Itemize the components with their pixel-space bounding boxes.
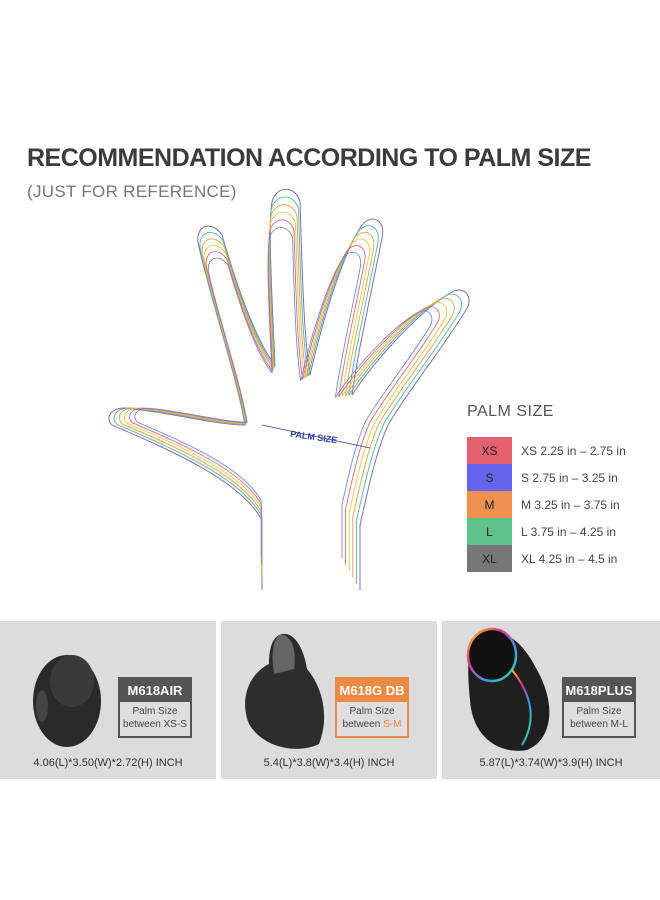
hand-outline-illustration bbox=[108, 188, 470, 590]
mouse-image-m618plus bbox=[466, 627, 550, 751]
hand-outline-4 bbox=[129, 219, 440, 565]
page-title: RECOMMENDATION ACCORDING TO PALM SIZE bbox=[27, 144, 591, 172]
palm-size-range: Palm Size between XS-S bbox=[120, 702, 190, 736]
legend-row-s: S S 2.75 in – 3.25 in bbox=[467, 464, 626, 491]
dimensions: 4.06(L)*3.50(W)*2.72(H) INCH bbox=[33, 757, 183, 769]
swatch-s: S bbox=[467, 464, 512, 491]
hand-outline-1 bbox=[113, 196, 463, 584]
badge-m618air: M618AIR Palm Size between XS-S bbox=[118, 677, 192, 738]
badge-m618plus: M618PLUS Palm Size between M-L bbox=[562, 677, 636, 738]
legend-row-xs: XS XS 2.25 in – 2.75 in bbox=[467, 437, 626, 464]
hand-outline-5 bbox=[134, 227, 433, 559]
product-name: M618PLUS bbox=[564, 679, 634, 702]
dimensions: 5.87(L)*3.74(W)*3.9(H) INCH bbox=[479, 757, 623, 769]
between-text: between bbox=[570, 718, 611, 730]
hand-outline-3 bbox=[124, 211, 448, 571]
range-m: M 3.25 in – 3.75 in bbox=[521, 497, 620, 512]
palm-size-range: Palm Size between S-M bbox=[337, 702, 407, 736]
palm-width-arrow bbox=[261, 424, 371, 449]
palm-size-legend: XS XS 2.25 in – 2.75 in S S 2.75 in – 3.25… bbox=[467, 437, 626, 572]
product-name: M618AIR bbox=[120, 679, 190, 702]
page-subtitle: (JUST FOR REFERENCE) bbox=[27, 182, 237, 201]
range-s: S 2.75 in – 3.25 in bbox=[521, 470, 618, 485]
product-panel-m618air: M618AIR Palm Size between XS-S 4.06(L)*3.… bbox=[0, 621, 216, 779]
product-panel-m618g-db: M618G DB Palm Size between S-M 5.4(L)*3.8… bbox=[221, 621, 437, 779]
palm-size-range: Palm Size between M-L bbox=[564, 702, 634, 736]
swatch-xl: XL bbox=[467, 545, 512, 572]
range-text: M-L bbox=[610, 718, 628, 730]
legend-row-m: M M 3.25 in – 3.75 in bbox=[467, 491, 626, 518]
product-name: M618G DB bbox=[337, 679, 407, 702]
range-xl: XL 4.25 in – 4.5 in bbox=[521, 551, 618, 566]
legend-row-l: L L 3.75 in – 4.25 in bbox=[467, 518, 626, 545]
between-text: between bbox=[123, 718, 164, 730]
mouse-image-m618g-db bbox=[245, 633, 325, 749]
range-xs: XS 2.25 in – 2.75 in bbox=[521, 443, 626, 458]
badge-m618g-db: M618G DB Palm Size between S-M bbox=[335, 677, 409, 738]
legend-title: PALM SIZE bbox=[467, 403, 554, 420]
palm-size-text: Palm Size bbox=[349, 706, 395, 717]
between-text: between bbox=[342, 718, 384, 730]
range-text: XS-S bbox=[163, 718, 187, 730]
swatch-xs: XS bbox=[467, 437, 512, 464]
swatch-m: M bbox=[467, 491, 512, 518]
palm-size-text: Palm Size bbox=[132, 706, 178, 717]
hand-outline-2 bbox=[118, 204, 455, 578]
range-text: S-M bbox=[383, 718, 402, 730]
mouse-image-m618air bbox=[33, 655, 101, 747]
swatch-l: L bbox=[467, 518, 512, 545]
legend-row-xl: XL XL 4.25 in – 4.5 in bbox=[467, 545, 626, 572]
hand-outline-0 bbox=[108, 188, 470, 590]
dimensions: 5.4(L)*3.8(W)*3.4(H) INCH bbox=[263, 757, 395, 769]
product-panel-m618plus: M618PLUS Palm Size between M-L 5.87(L)*3.… bbox=[442, 621, 660, 779]
palm-size-text: Palm Size bbox=[576, 706, 622, 717]
range-l: L 3.75 in – 4.25 in bbox=[521, 524, 616, 539]
